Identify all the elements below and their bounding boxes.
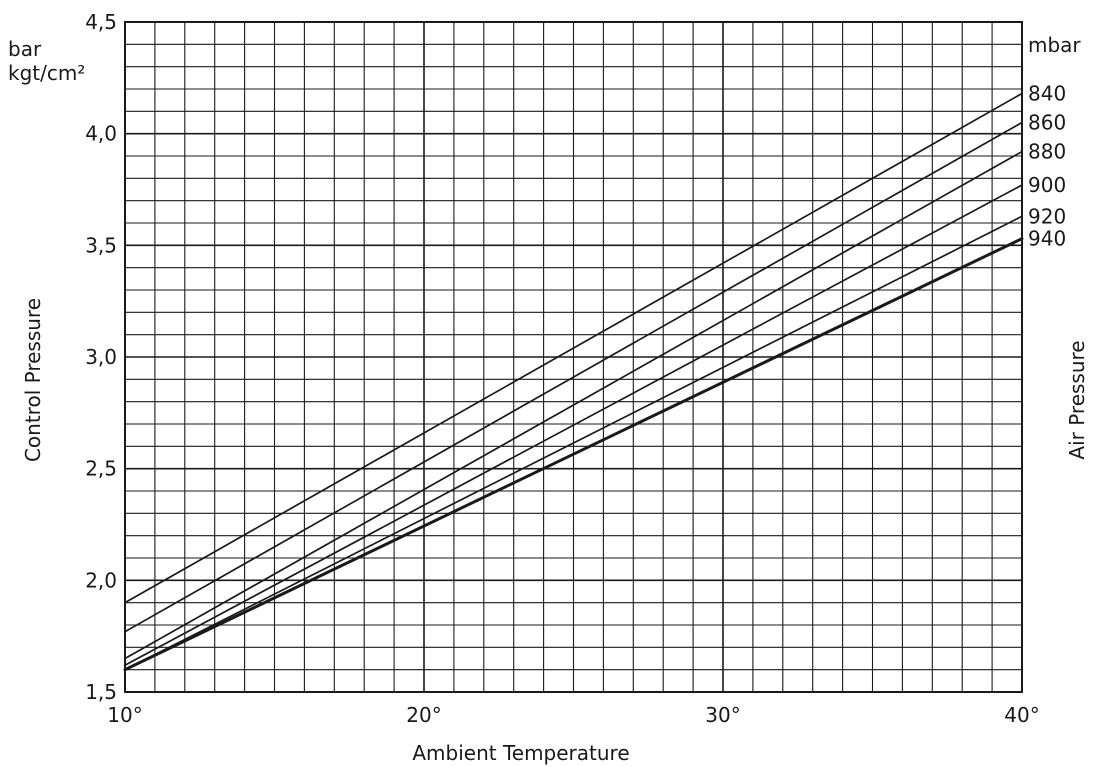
y-tick-label: 3,0: [85, 345, 117, 369]
y-tick-label: 4,5: [85, 10, 117, 34]
series-label-880: 880: [1028, 140, 1066, 164]
x-tick-label: 20°: [406, 703, 441, 727]
plot-frame: [124, 21, 1023, 693]
series-label-840: 840: [1028, 81, 1066, 105]
x-axis-title: Ambient Temperature: [412, 741, 629, 765]
y-unit-kgt: kgt/cm²: [8, 61, 85, 85]
x-tick-label: 40°: [1004, 703, 1039, 727]
y-tick-labels: 1,5 2,0 2,5 3,0 3,5 4,0 4,5: [85, 10, 117, 704]
y-tick-label: 2,5: [85, 457, 117, 481]
y-tick-label: 3,5: [85, 233, 117, 257]
series-line-840: [124, 92, 1023, 604]
x-tick-label: 10°: [107, 703, 142, 727]
x-tick-label: 30°: [705, 703, 740, 727]
series-line-940: [123, 237, 1024, 672]
y-tick-label: 1,5: [85, 680, 117, 704]
series-lines: [123, 92, 1024, 672]
series-line-880: [124, 150, 1023, 660]
series-label-860: 860: [1028, 111, 1066, 135]
series-line-920: [124, 215, 1023, 671]
series-line-860: [124, 121, 1023, 633]
y-unit-bar: bar: [8, 37, 42, 61]
y-tick-label: 2,0: [85, 568, 117, 592]
right-axis-title: Air Pressure: [1065, 340, 1089, 459]
right-unit-mbar: mbar: [1028, 33, 1081, 57]
series-label-900: 900: [1028, 173, 1066, 197]
series-label-920: 920: [1028, 204, 1066, 228]
series-label-940: 940: [1028, 227, 1066, 251]
series-line-900: [124, 184, 1023, 667]
y-tick-label: 4,0: [85, 122, 117, 146]
x-tick-labels: 10° 20° 30° 40°: [107, 703, 1039, 727]
y-axis-title: Control Pressure: [21, 298, 45, 462]
